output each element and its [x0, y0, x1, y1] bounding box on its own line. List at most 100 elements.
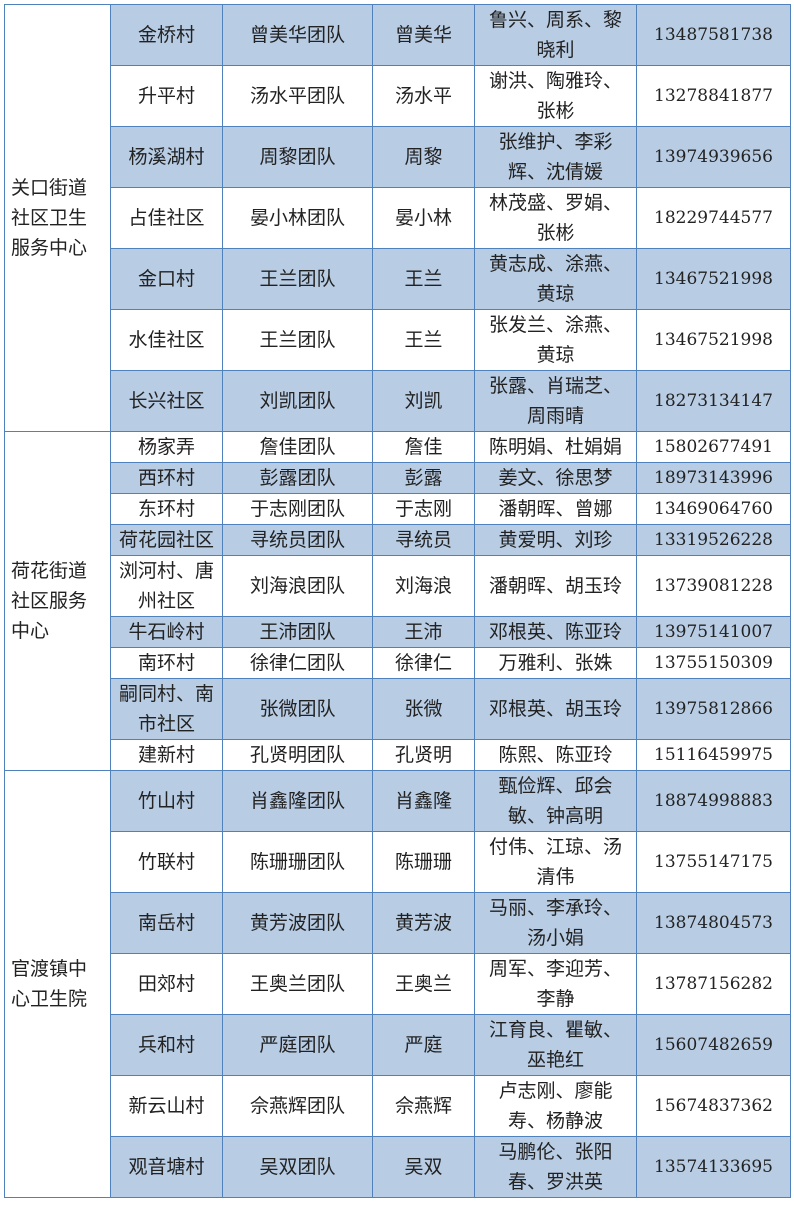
table-row: 关口街道社区卫生服务中心 金桥村 曾美华团队 曾美华 鲁兴、周系、黎晓利 13487581… [4, 4, 791, 432]
phone: 13874804573 [636, 892, 791, 954]
phone: 18229744577 [636, 187, 791, 249]
members: 陈熙、陈亚玲 [474, 739, 637, 771]
village: 竹山村 [110, 770, 223, 832]
leader: 黄芳波 [372, 892, 475, 954]
team: 于志刚团队 [222, 493, 373, 525]
phone: 13467521998 [636, 309, 791, 371]
table-row: 长兴社区 刘凯团队 刘凯 张露、肖瑞芝、周雨晴 18273134147 [5, 370, 791, 432]
village: 占佳社区 [110, 187, 223, 249]
phone: 13469064760 [636, 493, 791, 525]
members: 邓根英、陈亚玲 [474, 616, 637, 648]
team: 彭露团队 [222, 462, 373, 494]
village: 长兴社区 [110, 370, 223, 432]
members: 姜文、徐思梦 [474, 462, 637, 494]
leader: 王沛 [372, 616, 475, 648]
leader: 汤水平 [372, 65, 475, 127]
village: 水佳社区 [110, 309, 223, 371]
table-row: 官渡镇中心卫生院 竹山村 肖鑫隆团队 肖鑫隆 甄俭辉、邱会敏、钟高明 1887499888… [4, 770, 791, 1198]
team: 王沛团队 [222, 616, 373, 648]
members: 江育良、瞿敏、巫艳红 [474, 1014, 637, 1076]
village: 建新村 [110, 739, 223, 771]
team: 徐律仁团队 [222, 647, 373, 679]
leader: 王兰 [372, 248, 475, 310]
group-name: 荷花街道社区服务中心 [4, 431, 111, 771]
members: 鲁兴、周系、黎晓利 [474, 4, 637, 66]
village: 杨溪湖村 [110, 126, 223, 188]
members: 马鹏伦、张阳春、罗洪英 [474, 1136, 637, 1198]
members: 张露、肖瑞芝、周雨晴 [474, 370, 637, 432]
table-row: 荷花园社区 寻统员团队 寻统员 黄爱明、刘珍 13319526228 [5, 524, 791, 556]
phone: 13319526228 [636, 524, 791, 556]
team: 佘燕辉团队 [222, 1075, 373, 1137]
leader: 刘海浪 [372, 555, 475, 617]
members: 谢洪、陶雅玲、张彬 [474, 65, 637, 127]
team: 曾美华团队 [222, 4, 373, 66]
leader: 晏小林 [372, 187, 475, 249]
leader: 寻统员 [372, 524, 475, 556]
members: 林茂盛、罗娟、张彬 [474, 187, 637, 249]
team: 刘海浪团队 [222, 555, 373, 617]
team: 肖鑫隆团队 [222, 770, 373, 832]
phone: 13467521998 [636, 248, 791, 310]
phone: 15674837362 [636, 1075, 791, 1137]
table-row: 建新村 孔贤明团队 孔贤明 陈熙、陈亚玲 15116459975 [5, 739, 791, 771]
members: 马丽、李承玲、汤小娟 [474, 892, 637, 954]
group-name: 关口街道社区卫生服务中心 [4, 4, 111, 432]
leader: 彭露 [372, 462, 475, 494]
village: 金口村 [110, 248, 223, 310]
members: 张发兰、涂燕、黄琼 [474, 309, 637, 371]
phone: 13755147175 [636, 831, 791, 893]
village: 田郊村 [110, 953, 223, 1015]
village: 杨家弄 [110, 431, 223, 463]
village: 竹联村 [110, 831, 223, 893]
members: 付伟、江琼、汤清伟 [474, 831, 637, 893]
table-row: 南岳村 黄芳波团队 黄芳波 马丽、李承玲、汤小娟 13874804573 [5, 892, 791, 954]
phone: 13974939656 [636, 126, 791, 188]
phone: 18973143996 [636, 462, 791, 494]
team: 吴双团队 [222, 1136, 373, 1198]
table-row: 占佳社区 晏小林团队 晏小林 林茂盛、罗娟、张彬 18229744577 [5, 187, 791, 249]
table-row: 水佳社区 王兰团队 王兰 张发兰、涂燕、黄琼 13467521998 [5, 309, 791, 371]
team: 张微团队 [222, 678, 373, 740]
phone: 15802677491 [636, 431, 791, 463]
village: 南环村 [110, 647, 223, 679]
team: 陈珊珊团队 [222, 831, 373, 893]
team-table: 关口街道社区卫生服务中心 金桥村 曾美华团队 曾美华 鲁兴、周系、黎晓利 13487581… [4, 4, 791, 1198]
members: 潘朝晖、曾娜 [474, 493, 637, 525]
team: 寻统员团队 [222, 524, 373, 556]
leader: 孔贤明 [372, 739, 475, 771]
team: 汤水平团队 [222, 65, 373, 127]
leader: 吴双 [372, 1136, 475, 1198]
table-row: 杨溪湖村 周黎团队 周黎 张维护、李彩辉、沈倩媛 13974939656 [5, 126, 791, 188]
phone: 13487581738 [636, 4, 791, 66]
phone: 13574133695 [636, 1136, 791, 1198]
village: 东环村 [110, 493, 223, 525]
team: 孔贤明团队 [222, 739, 373, 771]
leader: 王兰 [372, 309, 475, 371]
table-body: 关口街道社区卫生服务中心 金桥村 曾美华团队 曾美华 鲁兴、周系、黎晓利 13487581… [4, 4, 791, 1198]
village: 兵和村 [110, 1014, 223, 1076]
leader: 于志刚 [372, 493, 475, 525]
table-row: 荷花街道社区服务中心 杨家弄 詹佳团队 詹佳 陈明娟、杜娟娟 15802677491 [4, 431, 791, 771]
village: 观音塘村 [110, 1136, 223, 1198]
table-row: 田郊村 王奥兰团队 王奥兰 周军、李迎芳、李静 13787156282 [5, 953, 791, 1015]
table-row: 南环村 徐律仁团队 徐律仁 万雅利、张姝 13755150309 [5, 647, 791, 679]
phone: 13278841877 [636, 65, 791, 127]
team: 周黎团队 [222, 126, 373, 188]
village: 升平村 [110, 65, 223, 127]
leader: 詹佳 [372, 431, 475, 463]
leader: 周黎 [372, 126, 475, 188]
phone: 13739081228 [636, 555, 791, 617]
table-row: 竹联村 陈珊珊团队 陈珊珊 付伟、江琼、汤清伟 13755147175 [5, 831, 791, 893]
table-row: 新云山村 佘燕辉团队 佘燕辉 卢志刚、廖能寿、杨静波 15674837362 [5, 1075, 791, 1137]
phone: 13975141007 [636, 616, 791, 648]
members: 张维护、李彩辉、沈倩媛 [474, 126, 637, 188]
members: 甄俭辉、邱会敏、钟高明 [474, 770, 637, 832]
phone: 13975812866 [636, 678, 791, 740]
village: 金桥村 [110, 4, 223, 66]
team: 晏小林团队 [222, 187, 373, 249]
members: 周军、李迎芳、李静 [474, 953, 637, 1015]
phone: 15607482659 [636, 1014, 791, 1076]
group-name: 官渡镇中心卫生院 [4, 770, 111, 1198]
